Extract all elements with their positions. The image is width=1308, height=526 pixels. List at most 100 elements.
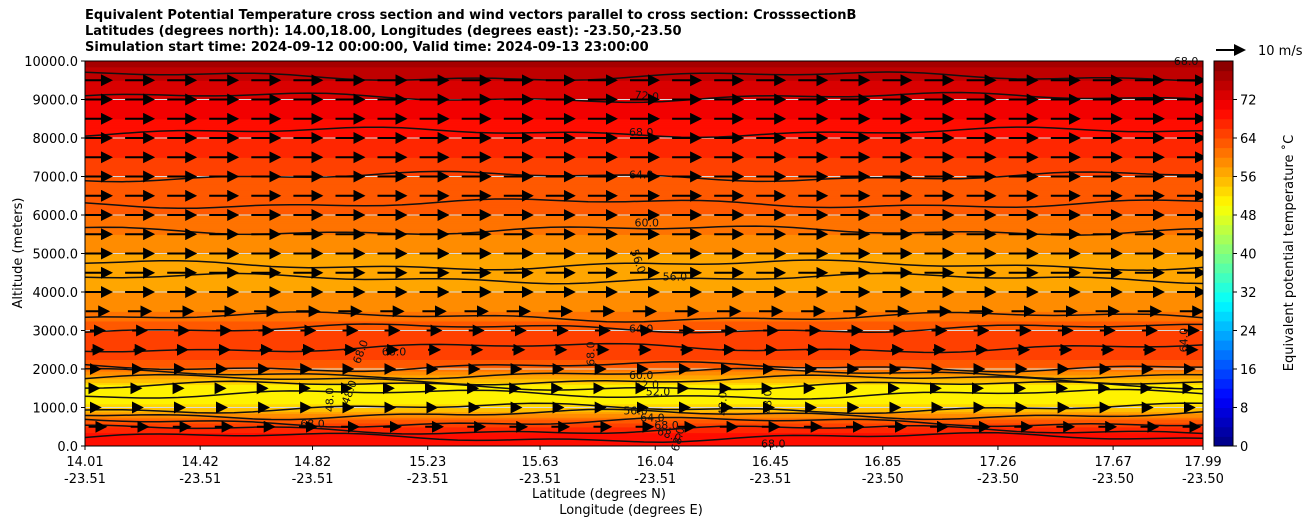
- colorbar-segment: [1214, 99, 1233, 110]
- y-tick-label: 10000.0: [24, 55, 78, 70]
- field-band: [85, 293, 1203, 297]
- field-band: [85, 336, 1203, 339]
- field-band: [85, 342, 1203, 345]
- colorbar-segment: [1214, 243, 1233, 254]
- field-band: [85, 128, 1203, 131]
- field-band: [85, 191, 1203, 195]
- field-band: [85, 170, 1203, 174]
- field-band: [85, 266, 1203, 270]
- field-band: [85, 87, 1203, 91]
- field-band: [85, 89, 1203, 93]
- field-band: [85, 64, 1203, 68]
- field-band: [85, 166, 1203, 170]
- colorbar-segment: [1214, 388, 1233, 399]
- colorbar-segment: [1214, 359, 1233, 370]
- x-tick-label-latitude: 15.63: [521, 455, 558, 470]
- contour-line: [85, 126, 1203, 139]
- field-band: [85, 340, 1203, 343]
- chart-title-line-2: Latitudes (degrees north): 14.00,18.00, …: [85, 24, 682, 39]
- field-band: [85, 124, 1203, 128]
- colorbar-segment: [1214, 320, 1233, 331]
- colorbar-segment: [1214, 118, 1233, 129]
- colorbar-label: Equivalent potential temperature ˚C: [1281, 135, 1297, 371]
- x-tick-label-longitude: -23.50: [1182, 472, 1224, 487]
- field-band: [85, 180, 1203, 183]
- x-tick-label-latitude: 16.85: [864, 455, 901, 470]
- field-band: [85, 318, 1203, 322]
- field-band: [85, 188, 1203, 191]
- field-band: [85, 230, 1203, 233]
- field-band: [85, 228, 1203, 231]
- field-band: [85, 107, 1203, 110]
- field-band: [85, 62, 1203, 66]
- y-tick-label: 8000.0: [33, 132, 79, 147]
- contour-line: [85, 259, 1203, 271]
- x-tick-label-latitude: 17.26: [979, 455, 1016, 470]
- contour-line: [85, 431, 1203, 443]
- colorbar-segment: [1214, 128, 1233, 139]
- wind-vectors: [85, 74, 1203, 433]
- x-tick-label-latitude: 17.99: [1184, 455, 1221, 470]
- field-band: [85, 153, 1203, 156]
- field-band: [85, 288, 1203, 291]
- field-band: [85, 311, 1203, 314]
- x-tick-label-latitude: 16.45: [752, 455, 789, 470]
- colorbar-segment: [1214, 311, 1233, 322]
- field-band: [85, 259, 1203, 262]
- colorbar-segment: [1214, 272, 1233, 283]
- contour-label: 48.0: [323, 388, 336, 413]
- contour-line: [85, 71, 1203, 82]
- field-band: [85, 315, 1203, 318]
- field-band: [85, 80, 1203, 83]
- field-band: [85, 397, 1203, 401]
- field-band: [85, 163, 1203, 166]
- y-tick-label: 0.0: [57, 440, 78, 455]
- field-band: [85, 394, 1203, 397]
- field-band: [85, 66, 1203, 70]
- contour-label: 64.0: [629, 323, 654, 336]
- colorbar-segment: [1214, 369, 1233, 380]
- colorbar-segment: [1214, 397, 1233, 408]
- x-tick-label-longitude: -23.51: [407, 472, 449, 487]
- field-band: [85, 297, 1203, 301]
- field-band: [85, 161, 1203, 164]
- field-band: [85, 303, 1203, 307]
- x-tick-label-latitude: 14.82: [294, 455, 331, 470]
- field-band: [85, 203, 1203, 206]
- colorbar-segment: [1214, 378, 1233, 389]
- field-band: [85, 209, 1203, 212]
- field-band: [85, 139, 1203, 143]
- colorbar-segment: [1214, 282, 1233, 293]
- x-axis-label-latitude: Latitude (degrees N): [532, 487, 666, 502]
- colorbar-tick-label: 48: [1240, 209, 1257, 224]
- x-tick-label-latitude: 17.67: [1095, 455, 1132, 470]
- field-band: [85, 70, 1203, 74]
- contour-label: 68.0: [382, 346, 407, 359]
- field-band: [85, 145, 1203, 149]
- field-band: [85, 164, 1203, 168]
- field-band: [85, 189, 1203, 193]
- colorbar-segment: [1214, 70, 1233, 81]
- field-band: [85, 68, 1203, 72]
- contour-label: 72.0: [634, 89, 660, 104]
- colorbar-segment: [1214, 436, 1233, 447]
- colorbar-segment: [1214, 157, 1233, 168]
- field-band: [85, 247, 1203, 251]
- field-band: [85, 413, 1203, 416]
- field-band: [85, 143, 1203, 147]
- field-band: [85, 132, 1203, 135]
- field-band: [85, 253, 1203, 257]
- field-band: [85, 274, 1203, 278]
- field-band: [85, 168, 1203, 172]
- colorbar-segment: [1214, 215, 1233, 226]
- colorbar-segment: [1214, 263, 1233, 274]
- field-band: [85, 432, 1203, 436]
- contour-label: 68.0: [654, 419, 679, 432]
- y-axis: 0.0 1000.0 2000.0 3000.0 4000.0 5000.0 6000.0 7…: [24, 55, 85, 455]
- field-band: [85, 130, 1203, 133]
- field-band: [85, 415, 1203, 418]
- field-band: [85, 147, 1203, 151]
- field-band: [85, 109, 1203, 112]
